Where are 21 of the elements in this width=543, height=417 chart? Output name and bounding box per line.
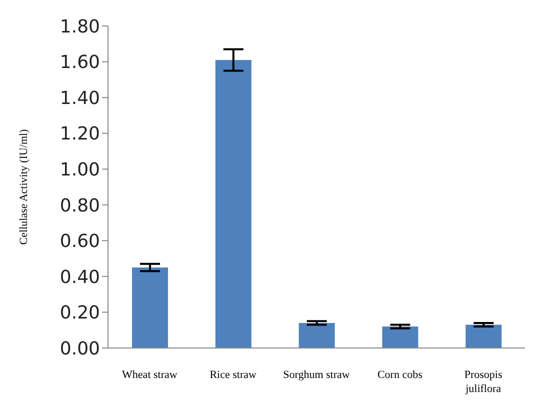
bar — [466, 324, 502, 348]
y-tick-label: 0.00 — [60, 338, 100, 360]
x-tick-label: Wheat straw — [122, 369, 178, 381]
y-tick-label: 0.20 — [60, 302, 100, 324]
x-tick-label: Prosopis juliflora — [464, 369, 502, 395]
x-tick-label: Corn cobs — [377, 369, 422, 381]
bar — [298, 322, 335, 348]
bar — [382, 326, 418, 348]
x-tick-label: Sorghum straw — [283, 369, 350, 381]
y-axis-title: Cellulase Activity (IU/ml) — [18, 128, 30, 245]
y-tick-label: 1.80 — [60, 16, 100, 38]
x-tick-label: Rice straw — [210, 369, 257, 381]
bar — [215, 60, 252, 348]
y-tick-label: 1.60 — [60, 52, 100, 74]
y-tick-label: 1.20 — [60, 124, 100, 145]
y-tick-label: 1.00 — [60, 160, 100, 180]
y-tick-label: 0.60 — [60, 231, 100, 252]
y-tick-label: 1.40 — [60, 88, 100, 109]
bar — [132, 268, 168, 348]
y-tick-label: 0.40 — [60, 266, 100, 288]
y-tick-label: 0.80 — [60, 195, 100, 216]
